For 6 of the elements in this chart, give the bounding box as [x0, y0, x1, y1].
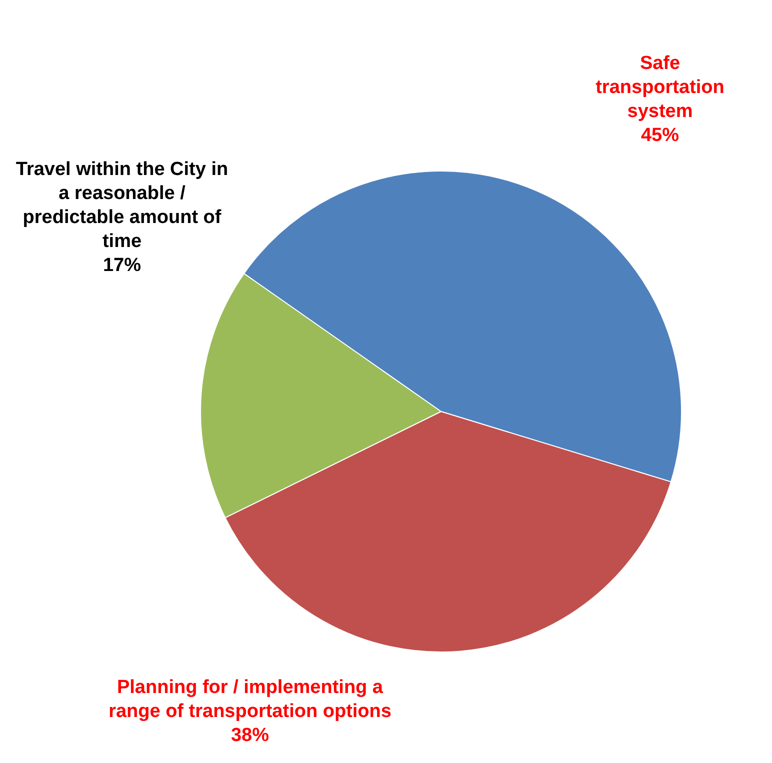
data-label: 45% [640, 125, 680, 146]
slice-label: Safe transportation system [596, 53, 724, 122]
data-label: 38% [230, 725, 270, 746]
data-label: 17% [102, 255, 142, 276]
slice-label: Travel within the City in a reasonable / predictable amount of time [16, 159, 228, 252]
slice-label: Planning for / implementing a range of transportation options [108, 677, 392, 722]
